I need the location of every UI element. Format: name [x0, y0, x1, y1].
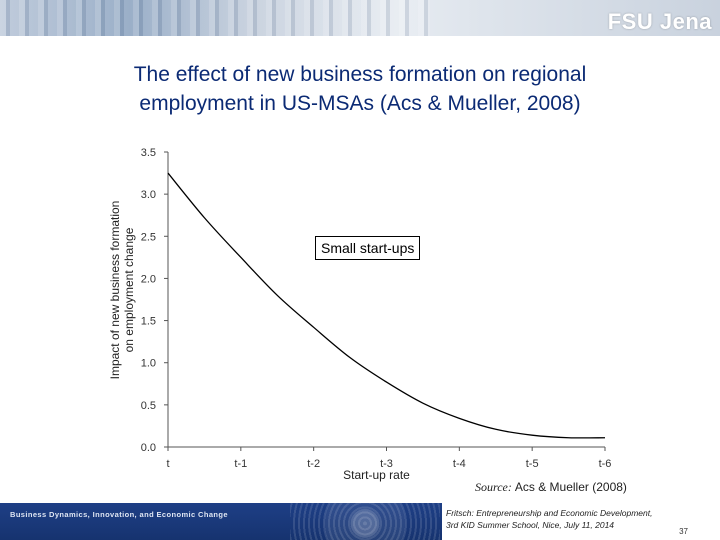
y-tick-label: 1.0: [141, 358, 156, 370]
brand-logo-text: FSU Jena: [607, 9, 712, 34]
x-axis-label: Start-up rate: [343, 468, 410, 482]
y-tick-label: 1.5: [141, 316, 156, 328]
x-tick-label: t-1: [234, 458, 247, 470]
chart-axes: [167, 152, 605, 448]
y-tick-label: 2.5: [141, 231, 156, 243]
x-tick-label: t-2: [307, 458, 320, 470]
footer-credit-panel: Fritsch: Entrepreneurship and Economic D…: [442, 503, 720, 540]
x-tick-label: t: [166, 458, 169, 470]
y-tick-label: 2.0: [141, 273, 156, 285]
annotation-small-start-ups: Small start-ups: [315, 236, 421, 260]
x-tick-label: t-3: [380, 458, 393, 470]
footer-credit: Fritsch: Entrepreneurship and Economic D…: [446, 507, 652, 531]
footer-left-text: Business Dynamics, Innovation, and Econo…: [10, 510, 228, 519]
series-line-0: [167, 172, 606, 439]
chart-series: [167, 172, 606, 439]
top-banner: FSU Jena: [0, 0, 720, 36]
slide-title-line2: employment in US-MSAs (Acs & Mueller, 20…: [139, 92, 581, 115]
university-seal-image: [290, 503, 440, 540]
slide-title: The effect of new business formation on …: [40, 60, 680, 118]
x-tick-label: t-4: [453, 458, 466, 470]
y-tick-label: 0.0: [141, 442, 156, 454]
source-text: Acs & Mueller (2008): [514, 480, 627, 494]
x-tick-label: t-6: [599, 458, 612, 470]
footer-bar: Business Dynamics, Innovation, and Econo…: [0, 503, 720, 540]
y-tick-label: 3.0: [141, 189, 156, 201]
y-tick-label: 3.5: [141, 147, 156, 159]
page-number: 37: [679, 527, 688, 536]
source-note: Source: Acs & Mueller (2008): [475, 480, 627, 495]
chart-ticks: 0.0 0.5 1.0 1.5 2.0 2.5 3.0 3.5 t t-1 t-2 t-3 t-4 t-5…: [141, 147, 612, 470]
slide-title-line1: The effect of new business formation on …: [133, 63, 587, 86]
footer-credit-line1: Fritsch: Entrepreneurship and Economic D…: [446, 508, 653, 518]
x-tick-label: t-5: [526, 458, 539, 470]
y-tick-label: 0.5: [141, 400, 156, 412]
source-label: Source:: [475, 480, 512, 494]
banner-photo: [0, 0, 430, 36]
footer-credit-line2: 3rd KID Summer School, Nice, July 11, 20…: [446, 520, 615, 530]
